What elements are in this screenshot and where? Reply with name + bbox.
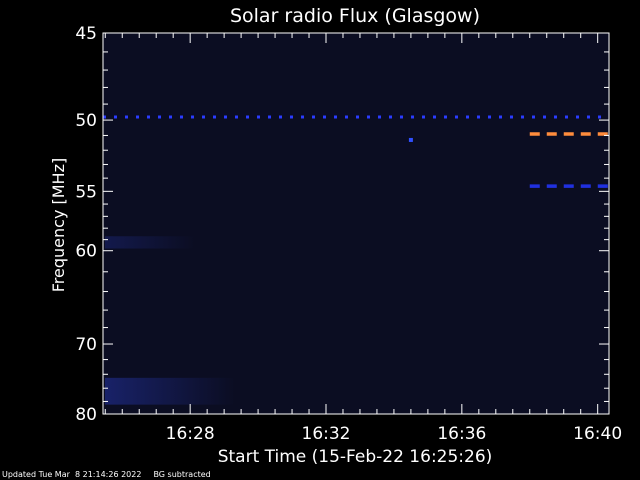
y-tick-label: 50 [75,111,97,131]
plot-area [103,33,609,414]
x-tick-label: 16:32 [302,424,351,444]
footer: Updated Tue Mar 8 21:14:26 2022 BG subtra… [2,470,223,479]
y-axis-label: Frequency [MHz] [49,158,68,292]
emission-spot-1 [408,137,413,142]
updated-timestamp: Updated Tue Mar 8 21:14:26 2022 [2,470,142,479]
x-tick-label: 16:28 [166,424,215,444]
y-tick-label: 45 [75,24,97,44]
plot-background [103,33,609,414]
y-tick-label: 80 [75,405,97,425]
y-tick-label: 60 [75,242,97,262]
mid-frequency-glow [105,236,195,249]
x-axis-label: Start Time (15-Feb-22 16:25:26) [218,447,493,467]
background-note: BG subtracted [153,470,211,479]
x-tick-label: 16:36 [437,424,486,444]
axes: 45 50 55 60 70 80 16:28 16:32 16:36 16:40 [75,24,622,444]
plot-frame [102,32,610,415]
y-tick-label: 70 [75,335,97,355]
y-tick-label: 55 [75,182,97,202]
chart-title: Solar radio Flux (Glasgow) [230,5,480,27]
x-tick-label: 16:40 [573,424,622,444]
low-frequency-glow [105,377,235,405]
